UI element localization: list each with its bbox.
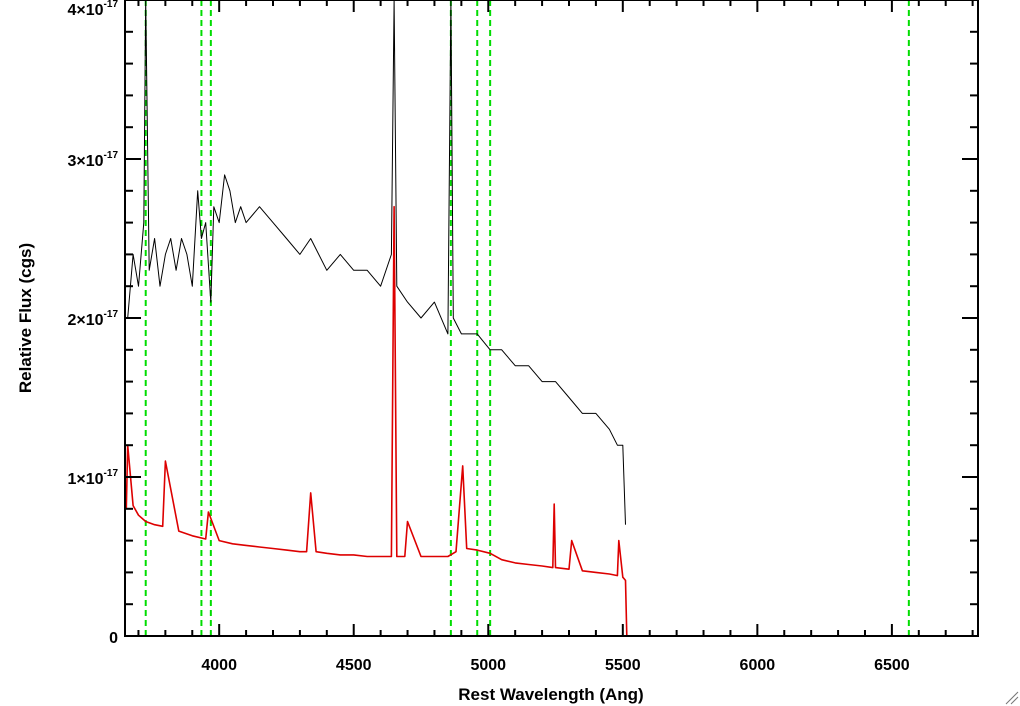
x-axis-title: Rest Wavelength (Ang) [458,685,643,704]
y-tick-label: 1×10-17 [68,468,119,488]
observed-spectrum-series [127,0,626,525]
y-axis-title: Relative Flux (cgs) [16,243,35,393]
resize-grip-icon[interactable] [1005,691,1019,705]
x-tick-label: 4000 [201,657,237,674]
reference-lines [144,0,910,636]
x-tick-label: 4500 [336,657,372,674]
x-tick-label: 6500 [874,657,910,674]
y-tick-labels: 0 1×10-17 2×10-17 3×10-17 4×10-17 [68,0,119,647]
y-tick-label: 0 [109,630,118,647]
axis-ticks [125,0,978,637]
x-tick-labels: 4000 4500 5000 5500 6000 6500 [201,657,909,674]
x-tick-label: 6000 [740,657,776,674]
x-tick-label: 5000 [470,657,506,674]
series-layer [125,0,978,637]
y-tick-label: 2×10-17 [68,309,119,329]
y-tick-label: 4×10-17 [68,0,119,19]
model-spectrum-series [125,205,978,637]
x-tick-label: 5500 [605,657,641,674]
plot-frame [124,0,979,637]
y-tick-label: 3×10-17 [68,150,119,170]
